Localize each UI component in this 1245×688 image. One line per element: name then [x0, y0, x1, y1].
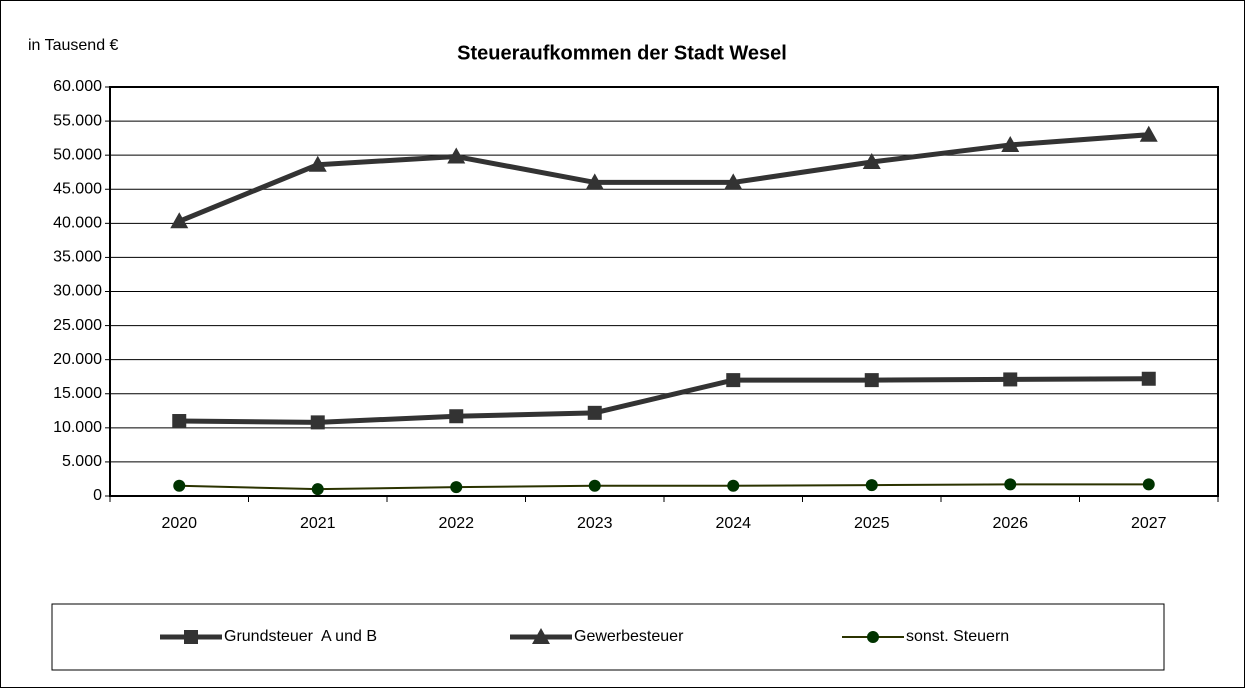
y-tick-label: 5.000	[62, 453, 102, 470]
y-tick-label: 60.000	[53, 78, 102, 95]
data-point	[865, 479, 878, 492]
y-tick-label: 45.000	[53, 180, 102, 197]
data-point	[726, 373, 741, 388]
series-line	[178, 132, 1149, 224]
series-line	[179, 483, 1149, 491]
data-point	[170, 212, 189, 229]
data-point	[1004, 478, 1017, 491]
legend-marker	[867, 631, 879, 643]
legend-label: Grundsteuer A und B	[224, 628, 377, 645]
y-tick-label: 50.000	[53, 146, 102, 163]
x-tick-label: 2025	[854, 515, 890, 532]
data-point	[173, 479, 186, 492]
data-point	[447, 147, 466, 164]
data-point	[311, 483, 324, 496]
data-point	[1139, 125, 1158, 142]
legend-marker	[532, 628, 550, 644]
data-point	[1142, 478, 1155, 491]
data-point	[724, 173, 743, 190]
data-point	[450, 481, 463, 494]
y-tick-label: 25.000	[53, 317, 102, 334]
data-point	[172, 414, 187, 429]
y-tick-label: 0	[93, 487, 102, 504]
data-point	[310, 415, 325, 430]
chart-title: Steueraufkommen der Stadt Wesel	[457, 42, 787, 64]
y-tick-label: 15.000	[53, 385, 102, 402]
x-tick-label: 2026	[992, 515, 1028, 532]
x-tick-label: 2027	[1131, 515, 1167, 532]
data-point	[727, 479, 740, 492]
series-line	[179, 376, 1149, 425]
legend-box	[51, 603, 1165, 671]
x-tick-label: 2021	[300, 515, 336, 532]
legend-marker	[184, 630, 198, 644]
data-point	[587, 405, 602, 420]
data-point	[585, 173, 604, 190]
y-tick-label: 55.000	[53, 112, 102, 129]
data-point	[1141, 371, 1156, 386]
legend-label: sonst. Steuern	[906, 628, 1009, 645]
data-point	[588, 479, 601, 492]
y-tick-label: 20.000	[53, 351, 102, 368]
data-point	[862, 152, 881, 169]
y-tick-label: 35.000	[53, 249, 102, 266]
y-tick-label: 10.000	[53, 419, 102, 436]
data-point	[449, 409, 464, 424]
legend-label: Gewerbesteuer	[574, 628, 684, 645]
data-point	[864, 373, 879, 388]
x-tick-label: 2022	[438, 515, 474, 532]
x-tick-label: 2024	[715, 515, 751, 532]
data-point	[308, 155, 327, 172]
y-tick-label: 40.000	[53, 215, 102, 232]
data-point	[1003, 372, 1018, 387]
x-tick-label: 2023	[577, 515, 613, 532]
data-point	[1001, 135, 1020, 152]
y-tick-label: 30.000	[53, 283, 102, 300]
x-tick-label: 2020	[161, 515, 197, 532]
y-axis-label: in Tausend €	[28, 37, 119, 54]
